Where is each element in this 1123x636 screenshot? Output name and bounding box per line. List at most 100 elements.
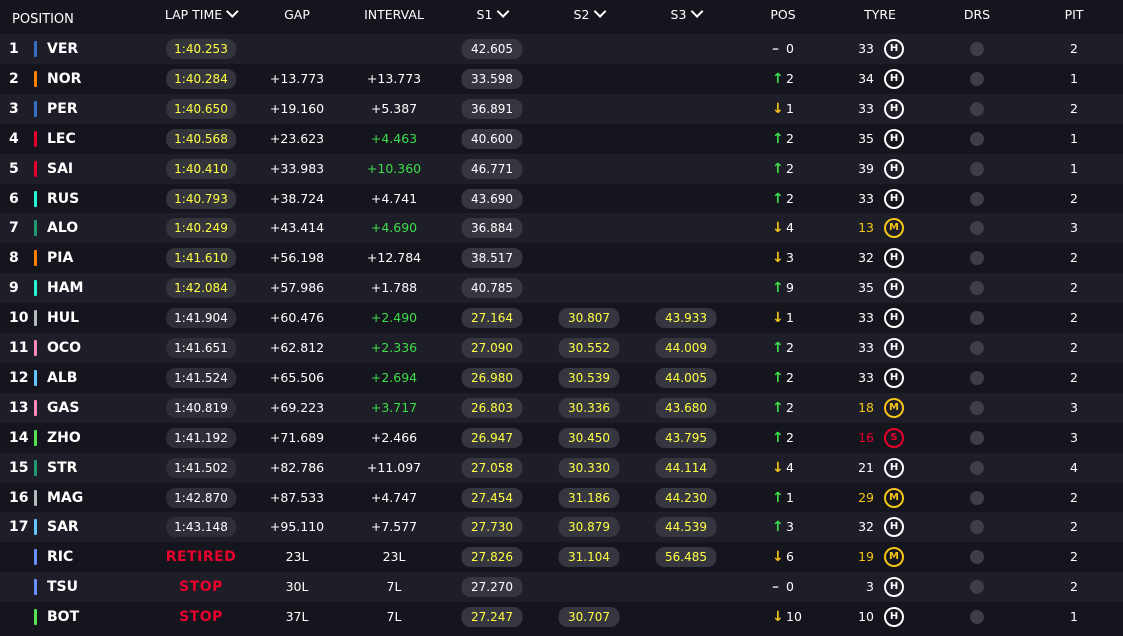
driver-row[interactable]: 1 VER 1:40.253 42.605 –0 33 H 2	[0, 34, 1123, 64]
chevron-down-icon	[496, 5, 510, 18]
lap-time: 1:41.610	[166, 248, 236, 269]
driver-row[interactable]: 10 HUL 1:41.904 +60.476 +2.490 27.164 30.807 43…	[0, 303, 1123, 334]
gap-value: +60.476	[269, 310, 325, 326]
driver-code[interactable]: PIA	[47, 250, 74, 267]
driver-row[interactable]: 4 LEC 1:40.568 +23.623 +4.463 40.600 ↑ 2 35 H 1	[0, 123, 1123, 154]
driver-row[interactable]: 12 ALB 1:41.524 +65.506 +2.694 26.980 30.539 44…	[0, 362, 1123, 393]
lap-time: 1:42.870	[166, 487, 236, 508]
driver-code[interactable]: HUL	[47, 310, 80, 327]
header-lap-time[interactable]: LAP TIME	[165, 0, 240, 30]
header-row: POSITION LAP TIME GAP INTERVAL S1 S2 S3 …	[0, 0, 1123, 34]
driver-row[interactable]: 5 SAI 1:40.410 +33.983 +10.360 46.771 ↑ 2 39 H 1	[0, 153, 1123, 184]
tyre-laps: 33	[858, 41, 874, 56]
lap-time-cell: 1:41.904	[166, 303, 236, 333]
drs-indicator	[970, 311, 984, 326]
lap-time-cell: 1:41.192	[166, 423, 236, 453]
driver-code[interactable]: ZHO	[47, 429, 81, 446]
s2-time: 31.104	[558, 547, 620, 568]
driver-row[interactable]: 2 NOR 1:40.284 +13.773 +13.773 33.598 ↑ 2 34 H 1	[0, 63, 1123, 94]
driver-row[interactable]: 8 PIA 1:41.610 +56.198 +12.784 38.517 ↓ 3 32 H 2	[0, 243, 1123, 274]
tyre-compound-icon: M	[884, 397, 904, 418]
gap-value: +65.506	[269, 369, 325, 385]
driver-code[interactable]: TSU	[47, 579, 79, 596]
s2-cell: 30.539	[558, 363, 620, 393]
driver-code[interactable]: SAR	[47, 519, 79, 536]
team-color-bar	[34, 41, 37, 57]
pit-count: 1	[1070, 609, 1078, 625]
lap-time-cell: 1:42.870	[166, 483, 236, 513]
s1-time: 26.947	[461, 427, 523, 448]
driver-code[interactable]: OCO	[47, 340, 82, 356]
driver-code[interactable]: ALO	[47, 220, 79, 237]
pit-count: 3	[1070, 399, 1078, 415]
position-delta: 10	[786, 609, 802, 625]
s1-cell: 36.891	[461, 94, 523, 124]
driver-code[interactable]: SAI	[47, 160, 74, 177]
driver-row[interactable]: 14 ZHO 1:41.192 +71.689 +2.466 26.947 30.450 43…	[0, 422, 1123, 453]
header-position[interactable]: POSITION	[12, 12, 74, 27]
lap-time-cell: 1:40.410	[166, 154, 236, 184]
s1-cell: 27.826	[461, 542, 523, 572]
position-number: 14	[9, 429, 29, 446]
s1-time: 33.598	[461, 68, 523, 89]
team-color-bar	[34, 519, 37, 536]
driver-row[interactable]: RIC RETIRED 23L 23L 27.826 31.104 56.485 ↓ 6 19 M 2	[0, 542, 1123, 573]
driver-row[interactable]: 11 OCO 1:41.651 +62.812 +2.336 27.090 30.552 44…	[0, 333, 1123, 363]
chevron-down-icon	[690, 5, 704, 18]
header-s2[interactable]: S2	[574, 0, 607, 30]
interval-value: 7L	[386, 579, 402, 595]
driver-row[interactable]: TSU STOP 30L 7L 27.270 –0 3 H 2	[0, 572, 1123, 603]
lap-time: 1:40.819	[166, 397, 236, 418]
driver-row[interactable]: 15 STR 1:41.502 +82.786 +11.097 27.058 30.330 4…	[0, 452, 1123, 483]
driver-row[interactable]: BOT STOP 37L 7L 27.247 30.707 ↓ 10 10 H 1	[0, 602, 1123, 633]
header-s3[interactable]: S3	[671, 0, 704, 30]
interval-value: +13.773	[366, 70, 422, 86]
position-change: ↑ 2	[772, 333, 794, 363]
s2-time: 30.330	[558, 457, 620, 478]
tyre-compound-icon: S	[884, 427, 904, 448]
driver-code[interactable]: RIC	[47, 549, 74, 566]
driver-row[interactable]: 6 RUS 1:40.793 +38.724 +4.741 43.690 ↑ 2 33 H 2	[0, 183, 1123, 214]
s3-cell: 44.539	[655, 512, 717, 542]
driver-code[interactable]: LEC	[47, 130, 76, 147]
driver-code[interactable]: NOR	[47, 70, 82, 87]
driver-row[interactable]: 7 ALO 1:40.249 +43.414 +4.690 36.884 ↓ 4 13 M 3	[0, 213, 1123, 244]
arrow-up-icon: ↑	[772, 160, 784, 177]
driver-code[interactable]: VER	[47, 41, 79, 57]
tyre-compound-icon: H	[884, 248, 904, 269]
header-drs[interactable]: DRS	[963, 7, 991, 22]
interval-value: +11.097	[366, 459, 422, 475]
header-interval[interactable]: INTERVAL	[364, 7, 424, 22]
driver-code[interactable]: RUS	[47, 190, 80, 207]
driver-row[interactable]: 13 GAS 1:40.819 +69.223 +3.717 26.803 30.336 43…	[0, 392, 1123, 423]
lap-time: 1:42.084	[166, 278, 236, 299]
s3-cell: 44.005	[655, 363, 717, 393]
driver-code[interactable]: PER	[47, 100, 78, 117]
driver-code[interactable]: GAS	[47, 399, 80, 416]
driver-row[interactable]: 3 PER 1:40.650 +19.160 +5.387 36.891 ↓ 1 33 H 2	[0, 93, 1123, 124]
s3-cell: 43.795	[655, 423, 717, 453]
header-pos[interactable]: POS	[770, 7, 796, 22]
team-color-bar	[34, 579, 37, 596]
driver-row[interactable]: 16 MAG 1:42.870 +87.533 +4.747 27.454 31.186 44…	[0, 482, 1123, 513]
position-change: ↓ 4	[772, 453, 794, 483]
driver-code[interactable]: HAM	[47, 280, 84, 297]
lap-time-cell: 1:42.084	[166, 273, 236, 303]
tyre-cell: 39 H	[852, 154, 904, 184]
position-delta: 3	[786, 519, 794, 535]
header-s1[interactable]: S1	[477, 0, 510, 30]
header-tyre[interactable]: TYRE	[864, 7, 896, 22]
team-color-bar	[34, 70, 37, 87]
tyre-laps: 33	[858, 369, 874, 385]
driver-row[interactable]: 17 SAR 1:43.148 +95.110 +7.577 27.730 30.879 44…	[0, 512, 1123, 543]
driver-code[interactable]: BOT	[47, 609, 80, 626]
driver-code[interactable]: MAG	[47, 489, 84, 506]
header-gap[interactable]: GAP	[284, 7, 310, 22]
gap-value: +19.160	[269, 100, 325, 116]
s1-cell: 46.771	[461, 154, 523, 184]
driver-row[interactable]: 9 HAM 1:42.084 +57.986 +1.788 40.785 ↑ 9 35 H 2	[0, 273, 1123, 304]
driver-code[interactable]: STR	[47, 459, 78, 476]
s1-time: 40.600	[461, 128, 523, 149]
header-pit[interactable]: PIT	[1064, 7, 1084, 22]
driver-code[interactable]: ALB	[47, 369, 78, 386]
